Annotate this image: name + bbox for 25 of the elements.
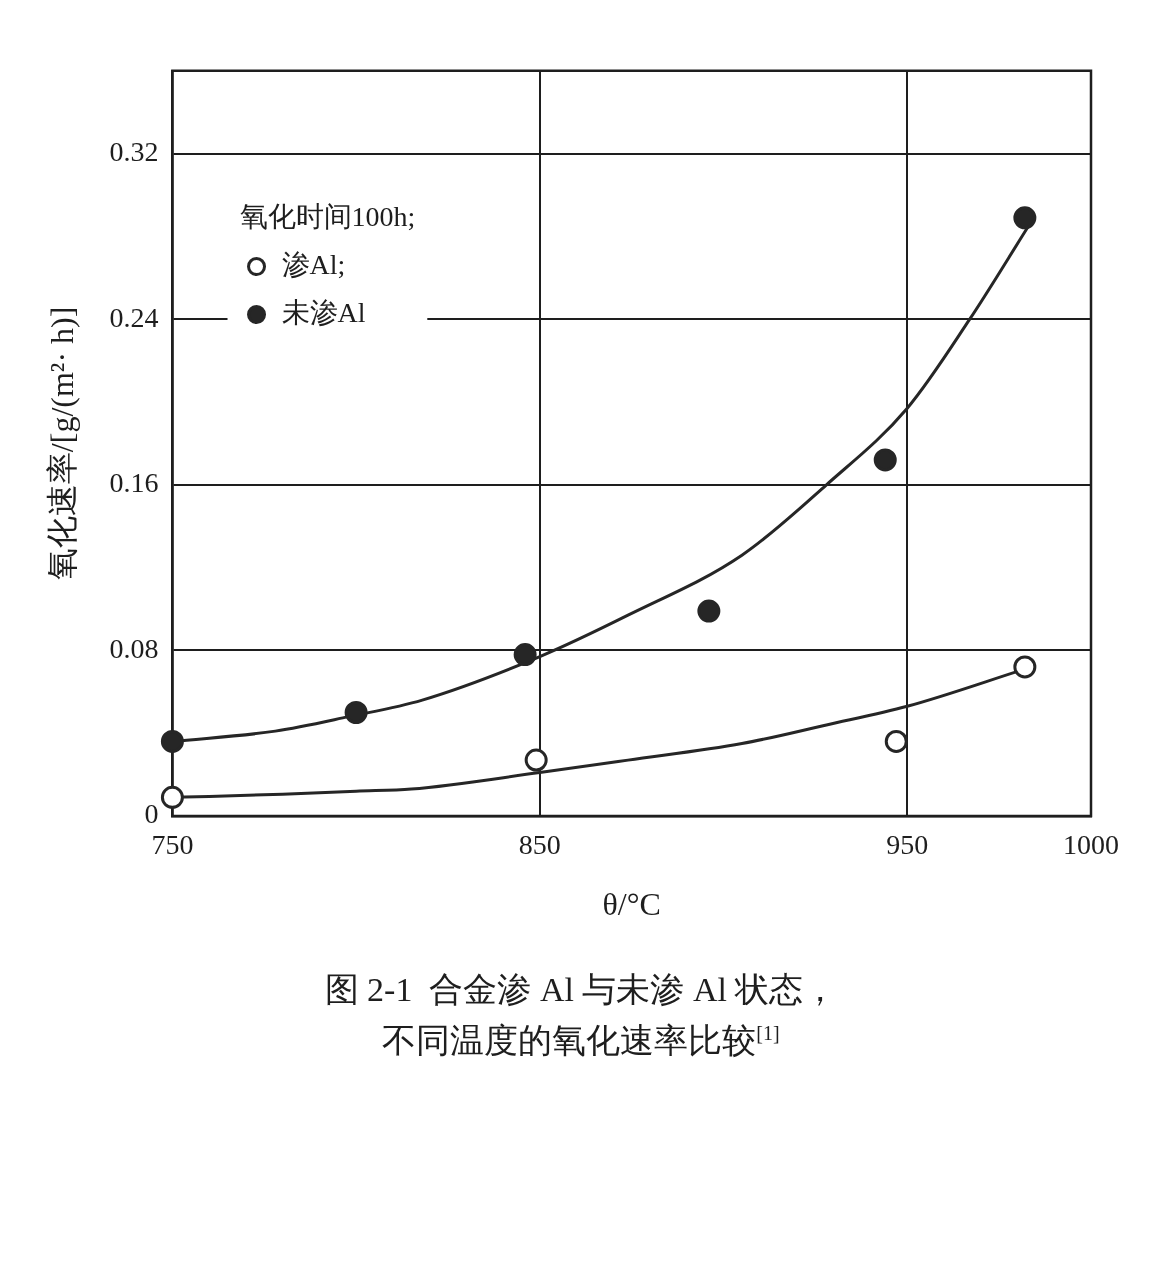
point [524,748,548,772]
y-axis-title: 氧化速率/[g/(m²· h)] [43,306,80,581]
point [884,729,908,753]
text: 图 2-1 合金渗 Al 与未渗 Al 状态，不同温度的氧化速率比较$^{[1]}$ [323,970,839,1061]
y-tick-label: 0.32 [109,135,159,167]
y-tick-label: 0 [144,798,159,830]
point [160,785,184,809]
x-tick-label: 1000 [1063,829,1119,861]
point [697,599,721,623]
point [1013,655,1037,679]
x-tick-label: 850 [518,829,561,861]
y-tick-label: 0.16 [109,467,159,499]
legend-label: 未渗Al [281,296,366,328]
y-tick-label: 0.24 [109,301,159,333]
point [1013,206,1037,230]
legend-title: 氧化时间100h; [239,200,416,232]
x-tick-label: 750 [151,829,194,861]
point [513,643,537,667]
point [873,448,897,472]
y-tick-label: 0.08 [109,632,159,664]
point [160,729,184,753]
x-axis-title: θ/°C [602,886,661,923]
legend-label: 渗Al; [281,248,346,280]
x-tick-label: 950 [886,829,929,861]
point [344,701,368,724]
